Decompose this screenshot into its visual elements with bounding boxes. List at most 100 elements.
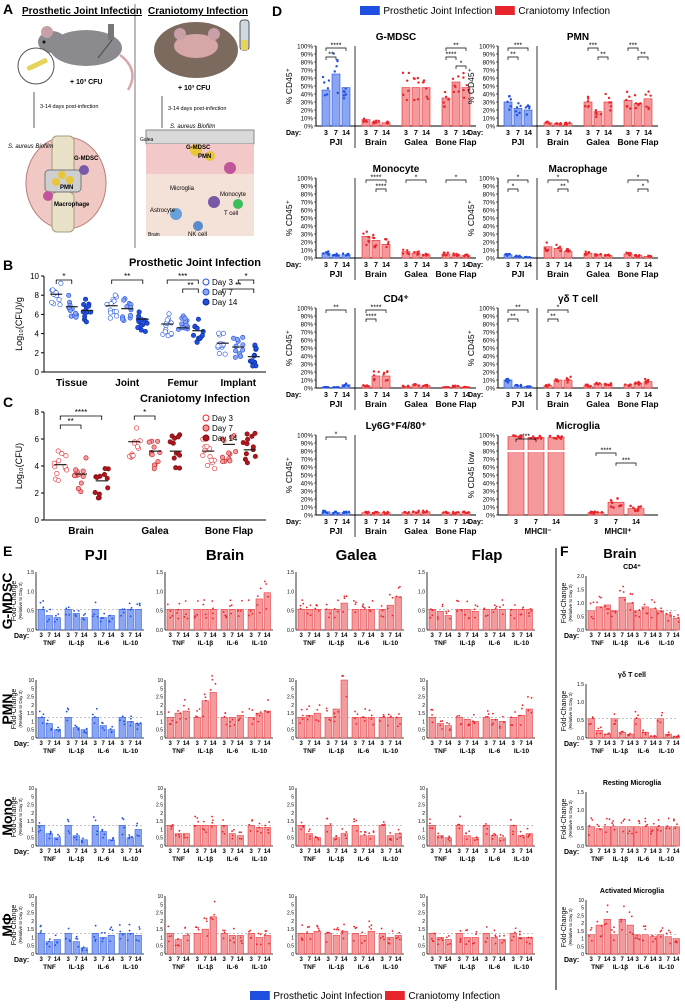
data-point (178, 829, 181, 832)
data-point (494, 935, 497, 938)
y-tick-label: 70% (483, 200, 496, 207)
data-point (130, 721, 132, 723)
data-point (386, 378, 389, 382)
data-point (383, 715, 385, 718)
legend-label-pji: Prosthetic Joint Infection (383, 6, 492, 17)
significance-label: * (557, 175, 560, 182)
day-tick-label: 7 (439, 849, 443, 855)
cell-row-label: PMN (0, 693, 15, 724)
bar (321, 89, 331, 127)
data-point (324, 251, 328, 254)
data-point (222, 351, 228, 357)
day-tick-label: 7 (454, 519, 458, 526)
significance-label: * (557, 305, 560, 312)
cytokine-label: IL-6 (358, 856, 370, 863)
significance-label: * (62, 272, 65, 281)
data-point (220, 330, 226, 336)
data-point (519, 714, 521, 717)
data-point (652, 940, 654, 943)
data-point (594, 253, 598, 256)
cytokine-label: IL-10 (659, 964, 675, 971)
significance-label: ** (600, 52, 606, 59)
data-point (100, 617, 103, 619)
day-tick-label: 14 (604, 392, 612, 399)
data-point (447, 98, 450, 101)
data-point (54, 470, 60, 476)
significance-label: ** (510, 52, 516, 59)
y-tick-label: 40% (483, 92, 496, 99)
data-point (112, 836, 115, 839)
y-tick-label: 0 (422, 952, 425, 958)
y-tick-label: 30% (301, 362, 314, 369)
data-point (346, 384, 350, 387)
data-point (595, 115, 598, 119)
y-tick-label: 1.5 (27, 711, 34, 717)
data-point (546, 248, 550, 252)
data-point (183, 698, 186, 701)
data-point (229, 939, 232, 942)
day-tick-label: 7 (621, 957, 625, 963)
data-point (442, 101, 445, 104)
data-point (96, 833, 98, 836)
data-point (212, 466, 218, 472)
day-label: Day: (564, 633, 579, 640)
data-point (197, 820, 200, 823)
data-point (54, 944, 57, 947)
data-point (402, 93, 405, 97)
day-tick-label: 3 (196, 849, 200, 855)
data-point (449, 728, 452, 731)
data-point (604, 733, 607, 736)
bar (509, 825, 517, 847)
y-tick-label: 90% (301, 441, 314, 448)
y-tick-label: 1.5 (27, 570, 34, 576)
data-point (627, 253, 631, 256)
data-point (677, 735, 680, 738)
day-tick-label: 3 (223, 957, 227, 963)
data-point (518, 435, 521, 439)
bar (378, 825, 386, 847)
y-tick-label: 5 (291, 794, 294, 800)
cytokine-label: IL-10 (514, 856, 530, 863)
cytokine-label: IL-6 (489, 640, 501, 647)
data-point (499, 606, 501, 608)
bar (436, 835, 444, 847)
day-tick-label: 7 (636, 130, 640, 137)
data-point (421, 253, 425, 257)
data-point (637, 819, 640, 822)
data-point (388, 593, 391, 596)
data-point (442, 105, 446, 108)
day-tick-label: 7 (614, 519, 618, 526)
data-point (257, 932, 260, 935)
data-point (299, 604, 302, 607)
data-point (232, 828, 235, 831)
data-point (584, 250, 587, 253)
x-category-label: Joint (115, 378, 140, 389)
day-tick-label: 7 (374, 392, 378, 399)
data-point (413, 251, 416, 254)
significance-label: ** (510, 314, 516, 321)
data-point (457, 600, 460, 603)
y-tick-label: 0.5 (27, 944, 34, 950)
significance-bracket (445, 47, 467, 51)
bar (455, 609, 463, 631)
data-point (514, 927, 517, 930)
data-point (233, 348, 239, 354)
data-point (647, 107, 650, 111)
data-point (519, 724, 522, 726)
significance-bracket (615, 462, 637, 466)
data-point (155, 459, 161, 465)
data-point (139, 722, 142, 724)
data-point (264, 933, 266, 936)
data-point (240, 347, 246, 353)
data-point (227, 458, 233, 464)
data-point (395, 595, 398, 598)
day-tick-label: 7 (598, 849, 602, 855)
panel-a-cran-annotation-galea: Galea (140, 137, 154, 143)
cytokine-label: IL-1β (69, 856, 85, 863)
data-point (597, 727, 600, 730)
bar (428, 825, 436, 847)
bar (401, 251, 411, 259)
data-point (399, 722, 401, 725)
data-point (171, 719, 174, 722)
y-tick-label: 0.5 (418, 836, 425, 842)
